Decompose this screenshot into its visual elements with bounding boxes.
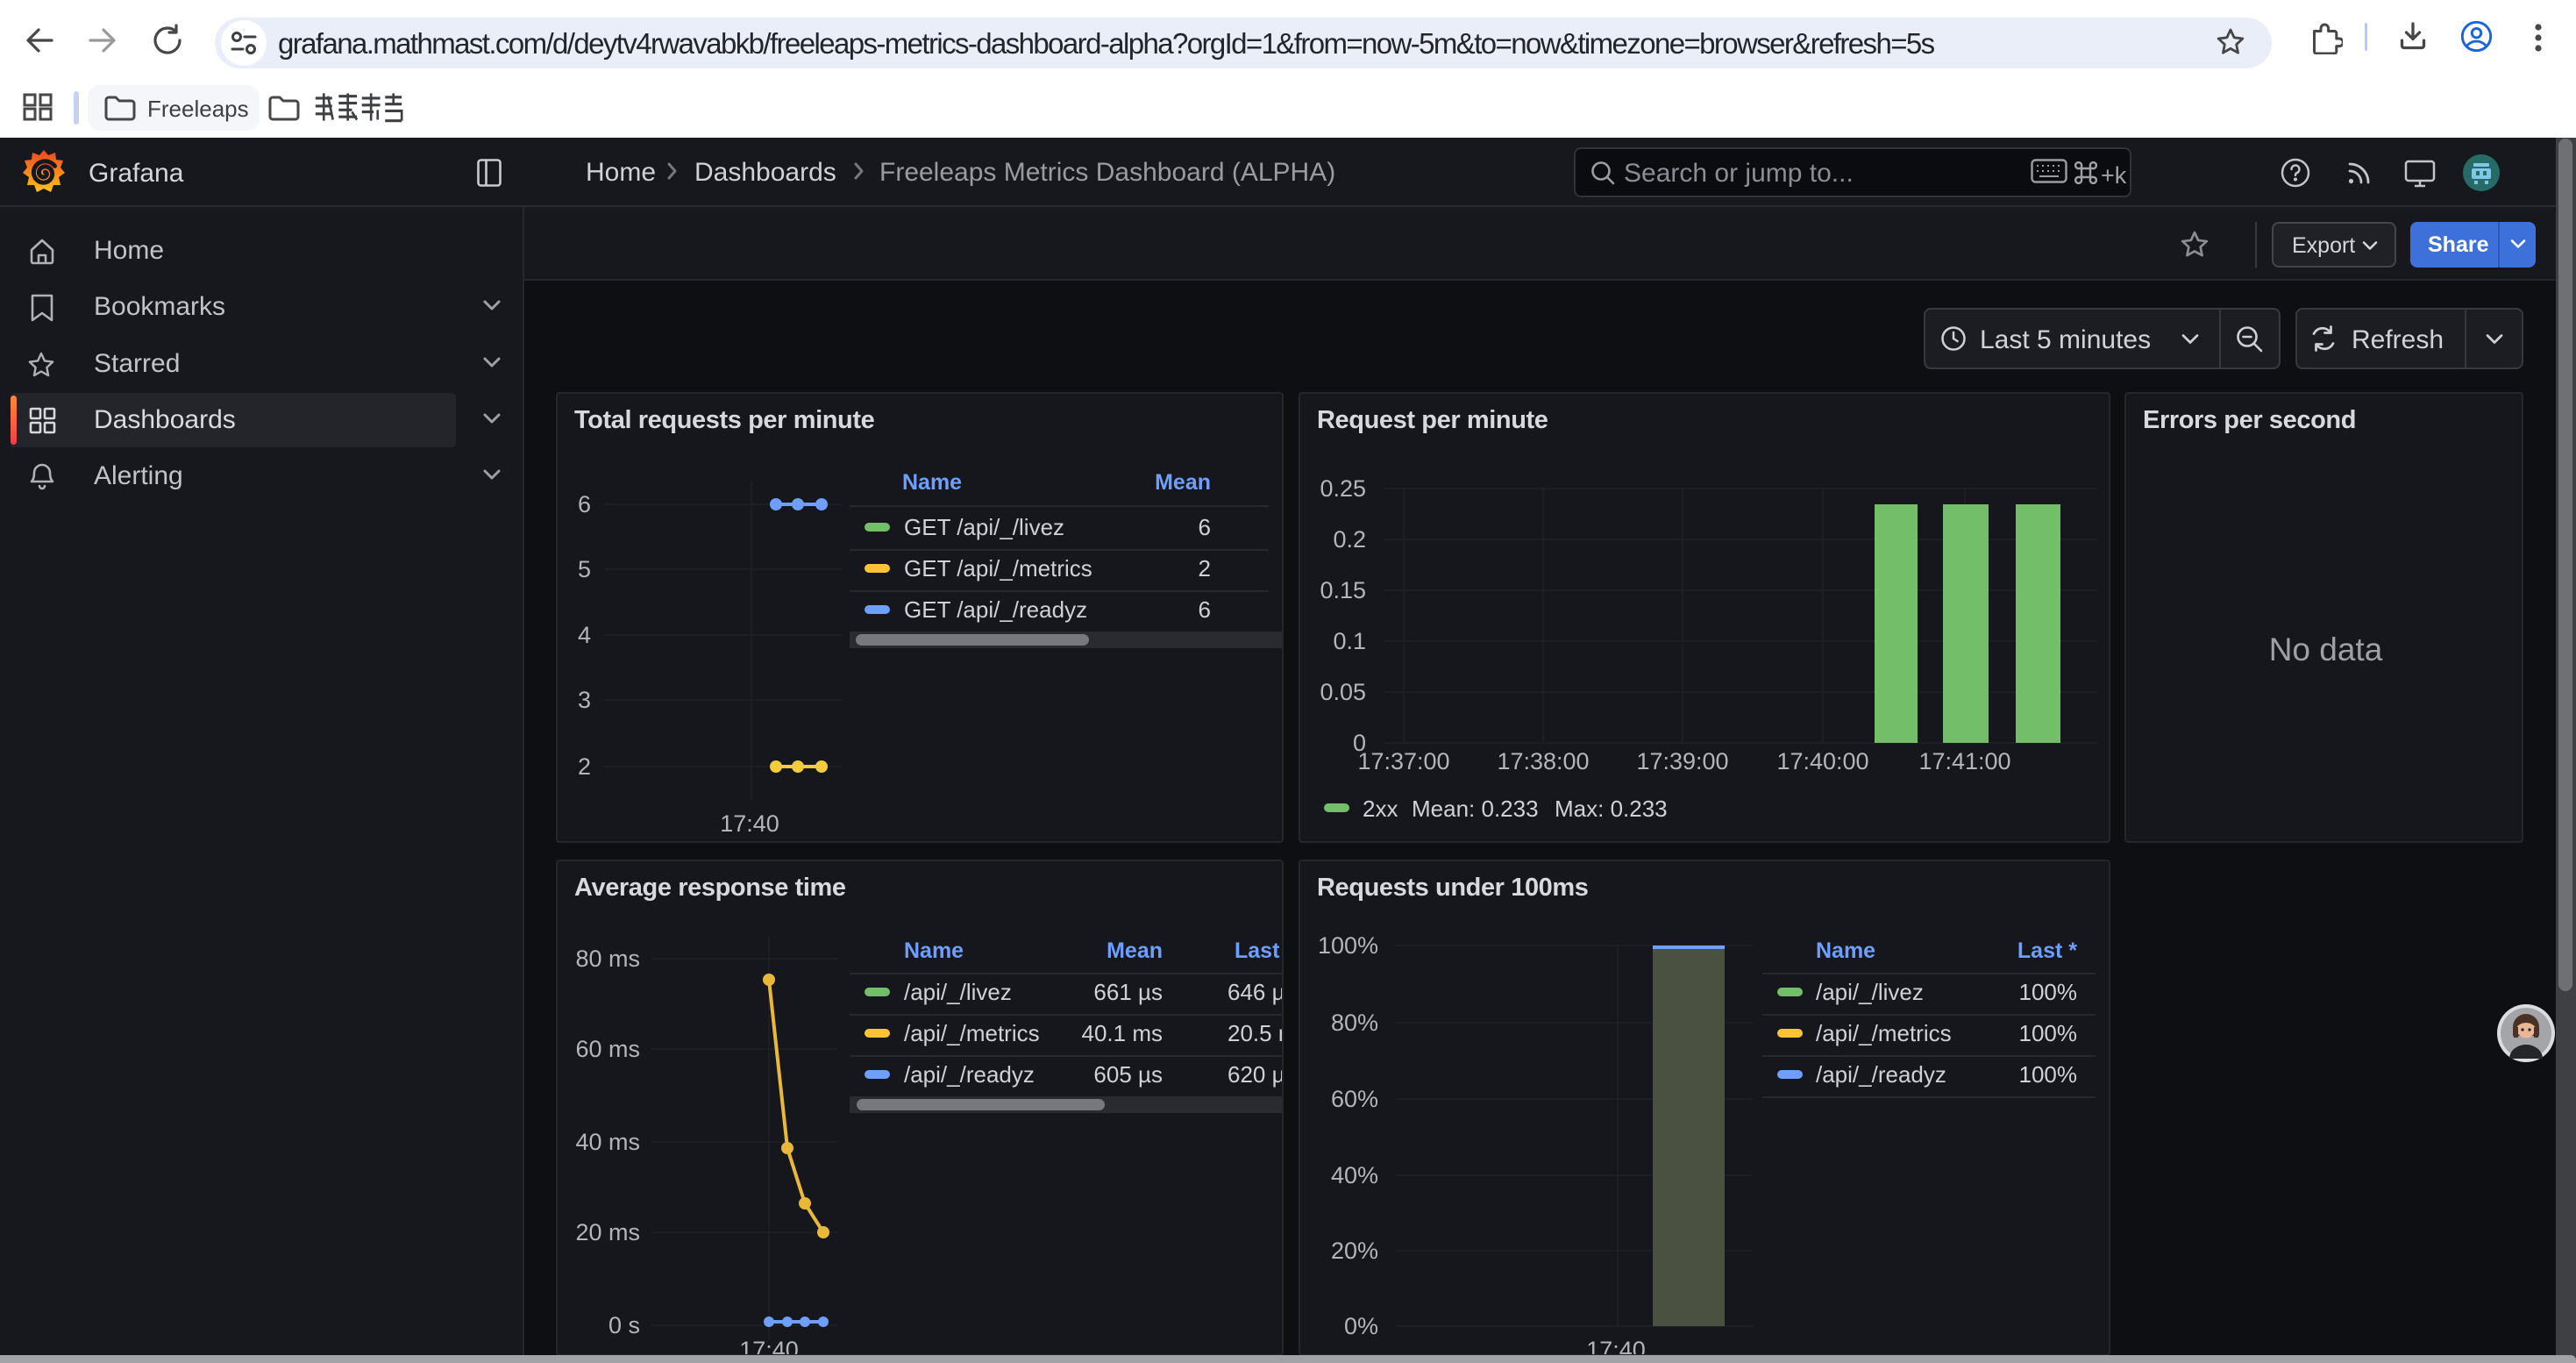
svg-text:17:39:00: 17:39:00 (1636, 748, 1728, 774)
svg-text:60%: 60% (1331, 1086, 1378, 1112)
svg-text:40%: 40% (1331, 1162, 1378, 1188)
svg-text:17:40: 17:40 (720, 810, 779, 837)
svg-text:0: 0 (1353, 730, 1366, 756)
svg-text:17:40: 17:40 (739, 1337, 799, 1356)
svg-text:4: 4 (578, 622, 591, 648)
svg-text:17:40:00: 17:40:00 (1776, 748, 1868, 774)
svg-text:17:38:00: 17:38:00 (1497, 748, 1589, 774)
svg-text:17:37:00: 17:37:00 (1357, 748, 1449, 774)
svg-text:0.05: 0.05 (1320, 679, 1366, 705)
svg-text:5: 5 (578, 556, 591, 582)
svg-text:80 ms: 80 ms (575, 946, 640, 972)
svg-text:20%: 20% (1331, 1238, 1378, 1264)
svg-text:40 ms: 40 ms (575, 1129, 640, 1155)
svg-text:6: 6 (578, 491, 591, 517)
svg-text:17:40: 17:40 (1586, 1337, 1646, 1356)
svg-text:3: 3 (578, 687, 591, 713)
svg-text:0%: 0% (1344, 1313, 1378, 1339)
svg-text:20 ms: 20 ms (575, 1219, 640, 1245)
svg-text:0.15: 0.15 (1320, 577, 1366, 603)
svg-text:0.2: 0.2 (1333, 526, 1366, 553)
svg-text:0 s: 0 s (608, 1312, 640, 1338)
svg-text:2: 2 (578, 753, 591, 780)
svg-text:80%: 80% (1331, 1010, 1378, 1036)
svg-text:0.25: 0.25 (1320, 475, 1366, 502)
svg-text:100%: 100% (1318, 932, 1378, 959)
svg-text:0.1: 0.1 (1333, 628, 1366, 654)
svg-text:60 ms: 60 ms (575, 1036, 640, 1062)
svg-text:17:41:00: 17:41:00 (1918, 748, 2010, 774)
